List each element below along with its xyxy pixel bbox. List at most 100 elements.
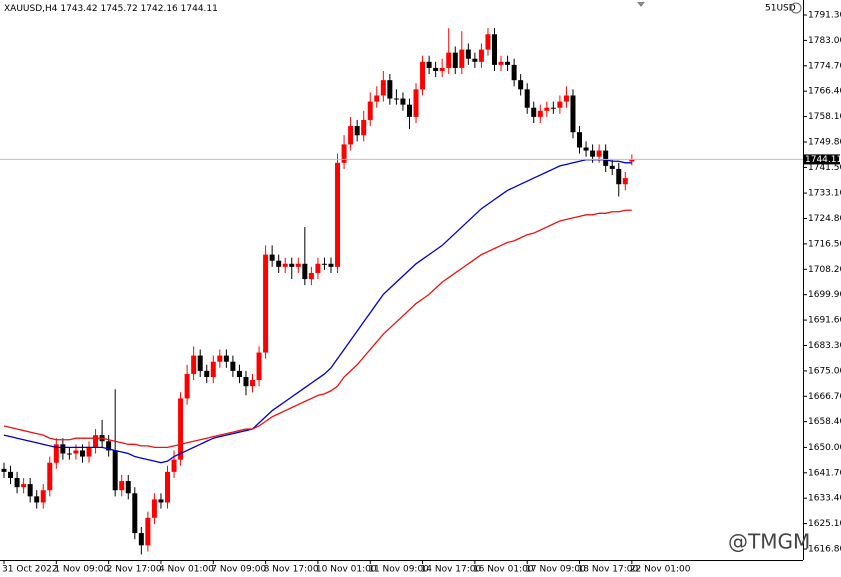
candle-body (603, 150, 609, 166)
candle-body (609, 165, 615, 169)
candle-body (8, 471, 14, 478)
candle-body (505, 61, 511, 65)
candle-body (27, 484, 33, 497)
y-tick-label: 1641.70 (808, 468, 841, 478)
candle-body (138, 533, 144, 546)
moving-average (3, 209, 632, 449)
y-tick-label: 1699.90 (808, 290, 841, 300)
candle-body (387, 80, 393, 99)
symbol: XAUUSD,H4 (4, 4, 58, 14)
candle-body (14, 477, 20, 488)
candle-body (197, 355, 203, 371)
x-tick-label: 7 Nov 09:00 (211, 565, 266, 575)
candle-body (361, 119, 367, 136)
price-tag (803, 154, 840, 165)
header-high: 1745.72 (100, 4, 137, 14)
candle-body (478, 49, 484, 62)
x-tick-label: 4 Nov 01:00 (159, 565, 214, 575)
y-tick-label: 1616.80 (808, 544, 841, 554)
candle-body (47, 462, 53, 491)
candle-body (210, 361, 216, 378)
candle-body (60, 444, 66, 454)
candle-body (21, 484, 27, 488)
candle-body (400, 98, 406, 105)
candle-body (367, 101, 373, 120)
candle-body (184, 373, 190, 399)
candle-body (125, 481, 131, 494)
candle-body (1, 468, 7, 472)
x-tick-label: 31 Oct 2022 (2, 565, 58, 575)
x-tick-label: 17 Nov 09:00 (525, 565, 586, 575)
price-tag-label: 1744.11 (805, 155, 841, 165)
candle-body (465, 49, 471, 59)
candle-body (223, 355, 229, 362)
candle-body (145, 517, 151, 546)
candle-body (165, 471, 170, 503)
x-tick-label: 14 Nov 17:00 (421, 565, 482, 575)
y-tick-label: 1658.40 (808, 417, 841, 427)
candle-body (191, 355, 197, 374)
candle-body (289, 263, 295, 267)
candle-body (132, 493, 138, 534)
header-close: 1744.11 (181, 4, 218, 14)
candle-body (596, 150, 602, 157)
candle-body (577, 132, 583, 148)
candle-body (328, 263, 334, 267)
y-tick-label: 1791.30 (808, 10, 841, 20)
candle-body (243, 377, 249, 387)
candle-body (250, 380, 256, 387)
candle-body (616, 168, 622, 185)
candle-body (472, 58, 478, 62)
candle-body (308, 272, 314, 280)
candle-body (485, 34, 491, 50)
candle-body (420, 61, 426, 90)
y-tick-label: 1733.10 (808, 189, 841, 199)
candle-body (629, 159, 635, 162)
candle-body (282, 263, 288, 267)
shift-marker (637, 2, 645, 7)
candle-body (40, 490, 46, 503)
y-tick-label: 1666.70 (808, 392, 841, 402)
candle-body (204, 370, 210, 378)
candle-body (269, 254, 275, 261)
candle-body (531, 107, 537, 117)
x-tick-label: 2 Nov 17:00 (107, 565, 162, 575)
candle-body (433, 67, 439, 71)
candle-body (112, 450, 118, 491)
candle-body (498, 61, 504, 65)
candle-body (413, 89, 419, 117)
candle-body (374, 95, 380, 102)
x-tick-label: 22 Nov 01:00 (630, 565, 691, 575)
y-tick-label: 1650.00 (808, 443, 841, 453)
y-tick-label: 1716.50 (808, 239, 841, 249)
candle-body (315, 263, 321, 273)
y-tick-label: 1774.70 (808, 61, 841, 71)
y-tick-label: 1758.10 (808, 112, 841, 122)
close-button[interactable] (790, 2, 802, 14)
y-tick-label: 1783.00 (808, 36, 841, 46)
x-tick-label: 10 Nov 01:00 (316, 565, 377, 575)
candle-body (583, 147, 589, 151)
candle-body (93, 435, 99, 448)
candle-body (34, 496, 40, 503)
candle-body (590, 150, 596, 157)
candle-body (66, 453, 72, 455)
candle-body (295, 263, 301, 267)
y-tick-label: 1749.80 (808, 137, 841, 147)
candle-body (446, 52, 452, 68)
candle-body (459, 49, 465, 68)
y-tick-label: 1741.50 (808, 163, 841, 173)
candle-body (622, 178, 628, 185)
candle-body (256, 352, 262, 381)
y-tick-label: 1691.60 (808, 316, 841, 326)
candle-body (354, 126, 360, 136)
corner-label: 51USD (765, 4, 796, 14)
candle-body (426, 61, 432, 68)
candle-body (570, 95, 576, 133)
candle-body (178, 398, 184, 460)
candle-body (53, 444, 59, 463)
candle-body (348, 126, 354, 145)
candle-body (439, 67, 445, 71)
x-tick-label: 18 Nov 17:00 (578, 565, 639, 575)
